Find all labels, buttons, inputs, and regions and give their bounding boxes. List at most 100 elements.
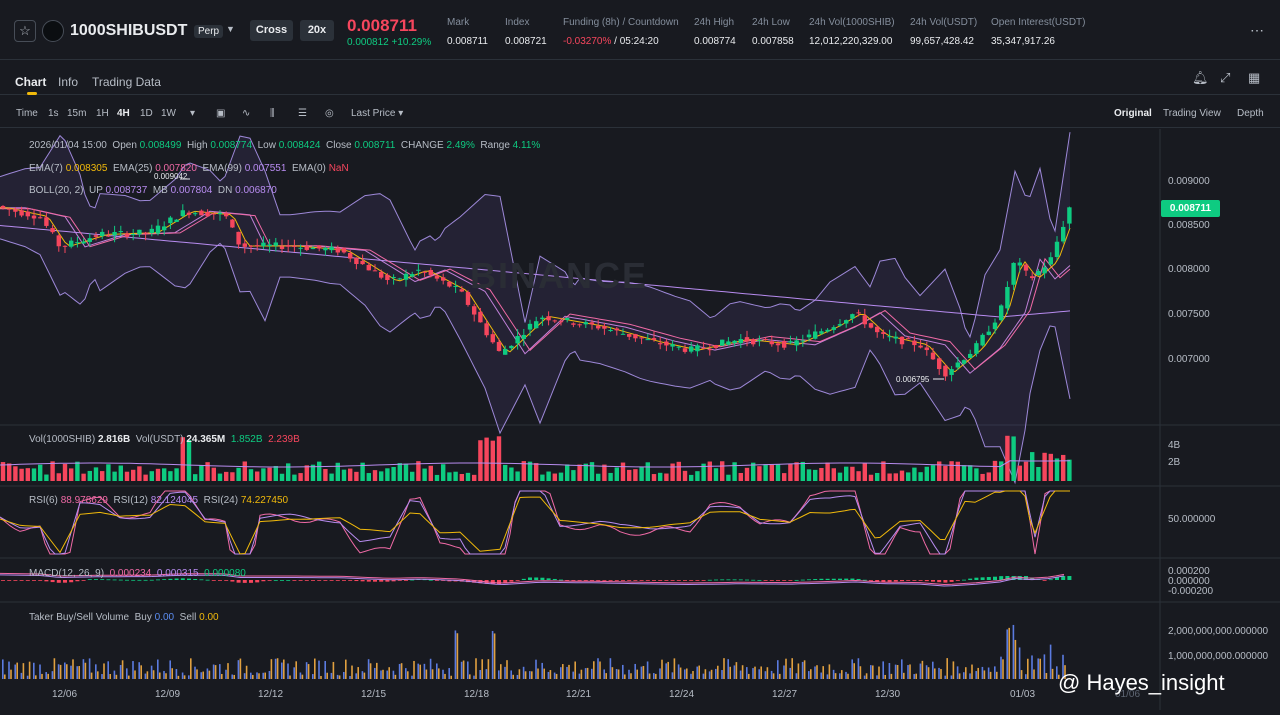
macd-histogram-bar	[658, 580, 663, 581]
volume-bar	[112, 471, 117, 481]
candle-body	[304, 246, 309, 250]
candle-body	[602, 326, 607, 329]
stat-index[interactable]: Index 0.008721	[505, 17, 547, 47]
fullscreen-icon[interactable]: ⤢	[1220, 70, 1231, 85]
taker-sell-bar	[245, 665, 248, 679]
ema99-line	[0, 225, 1071, 318]
candle-body	[627, 334, 632, 337]
taker-buy-bar	[181, 672, 184, 679]
bell-icon[interactable]: 🔔︎	[1192, 70, 1209, 85]
chevron-down-icon[interactable]: ▼	[226, 24, 235, 34]
volume-bar	[124, 471, 130, 481]
star-icon[interactable]: ☆	[14, 20, 36, 42]
taker-buy-bar	[894, 664, 897, 679]
macd-histogram-bar	[968, 578, 973, 580]
interval-1d[interactable]: 1D	[140, 108, 153, 119]
candle-type-icon[interactable]: ⫼	[270, 108, 275, 119]
taker-sell-bar	[109, 674, 111, 679]
interval-time[interactable]: Time	[16, 108, 38, 119]
x-axis-label: 12/06	[52, 689, 78, 700]
taker-sell-bar	[227, 663, 229, 679]
macd-histogram-bar	[354, 580, 359, 582]
symbol-title[interactable]: 1000SHIBUSDT	[70, 22, 188, 39]
candle-body	[211, 213, 216, 215]
volume-bar	[534, 463, 539, 481]
volume-bar	[986, 472, 991, 481]
candle-body	[596, 325, 601, 329]
macd-histogram-bar	[707, 579, 712, 581]
margin-mode-button[interactable]: Cross	[250, 20, 293, 41]
interval-1w[interactable]: 1W	[161, 108, 176, 119]
more-icon[interactable]: ⋯	[1250, 22, 1264, 38]
candle-body	[899, 336, 905, 345]
volume-bar	[682, 470, 688, 481]
macd-histogram-bar	[1030, 577, 1035, 580]
indicator-icon[interactable]: ∿	[242, 108, 251, 119]
taker-sell-bar	[264, 672, 266, 679]
price-axis-label: 0.007000	[1168, 354, 1210, 365]
taker-sell-bar	[735, 662, 738, 679]
stat-24h-high: 24h High 0.008774	[694, 17, 736, 47]
taker-sell-bar	[884, 674, 886, 679]
macd-histogram-bar	[205, 579, 210, 581]
volume-bar	[25, 468, 30, 481]
macd-histogram-bar	[156, 579, 160, 581]
taker-buy-bar	[45, 672, 47, 679]
tab-info[interactable]: Info	[58, 75, 79, 89]
calendar-icon[interactable]: ▣	[216, 108, 226, 119]
volume-ma-line	[0, 460, 1071, 468]
view-trading-view[interactable]: Trading View	[1163, 108, 1221, 119]
taker-buy-bar	[293, 667, 295, 679]
candle-body	[292, 245, 297, 247]
settings-list-icon[interactable]: ☰	[298, 108, 307, 119]
taker-buy-bar	[498, 670, 500, 679]
candle-body	[298, 247, 303, 249]
taker-sell-bar	[779, 673, 781, 679]
candle-body	[794, 340, 799, 346]
candle-body	[961, 360, 967, 364]
taker-sell-bar	[531, 671, 533, 679]
taker-buy-bar	[188, 675, 190, 679]
taker-buy-bar	[783, 665, 785, 679]
price-type-select[interactable]: Last Price ▾	[351, 108, 404, 119]
taker-sell-bar	[946, 658, 948, 679]
macd-histogram-bar	[962, 579, 966, 581]
taker-buy-bar	[1049, 644, 1052, 679]
leverage-button[interactable]: 20x	[300, 20, 334, 41]
chart-area[interactable]	[0, 129, 1280, 710]
taker-sell-bar	[345, 659, 347, 679]
candle-body	[87, 238, 92, 242]
interval-4h[interactable]: 4H	[117, 108, 130, 119]
price-axis-label: 0.009000	[1168, 176, 1210, 187]
volume-bar	[31, 468, 37, 481]
taker-sell-bar	[146, 671, 149, 679]
interval-1s[interactable]: 1s	[48, 108, 59, 119]
taker-sell-bar	[791, 658, 793, 679]
macd-histogram-bar	[360, 580, 365, 582]
kline-chart[interactable]	[0, 129, 1280, 710]
taker-sell-bar	[307, 664, 310, 679]
view-depth[interactable]: Depth	[1237, 108, 1264, 119]
candle-body	[422, 271, 427, 273]
volume-bar	[416, 461, 421, 481]
taker-sell-bar	[977, 667, 979, 679]
target-icon[interactable]: ◎	[325, 108, 334, 119]
volume-bar	[676, 461, 681, 481]
tab-chart[interactable]: Chart	[15, 75, 47, 89]
macd-histogram-bar	[751, 579, 756, 581]
grid-layout-icon[interactable]: ▦	[1248, 70, 1261, 85]
taker-sell-bar	[369, 663, 372, 679]
view-original[interactable]: Original	[1114, 108, 1152, 119]
stat-open-interest[interactable]: Open Interest(USDT) 35,347,917.26	[991, 17, 1086, 47]
interval-dropdown-icon[interactable]: ▾	[190, 108, 196, 119]
volume-bar	[168, 471, 173, 481]
taker-sell-bar	[748, 673, 750, 679]
tab-trading-data[interactable]: Trading Data	[92, 75, 161, 89]
candle-body	[19, 210, 24, 216]
interval-1h[interactable]: 1H	[96, 108, 109, 119]
interval-15m[interactable]: 15m	[67, 108, 87, 119]
taker-sell-bar	[934, 668, 936, 679]
taker-buy-bar	[1056, 666, 1058, 679]
taker-sell-bar	[952, 661, 955, 679]
taker-buy-bar	[51, 671, 54, 679]
